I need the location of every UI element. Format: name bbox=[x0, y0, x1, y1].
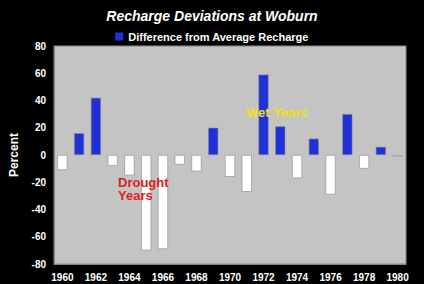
svg-text:40: 40 bbox=[35, 95, 47, 106]
svg-text:1980: 1980 bbox=[386, 272, 409, 283]
svg-text:1964: 1964 bbox=[118, 272, 141, 283]
svg-text:1968: 1968 bbox=[185, 272, 208, 283]
svg-text:80: 80 bbox=[35, 41, 47, 52]
svg-text:Percent: Percent bbox=[7, 133, 21, 177]
svg-text:1978: 1978 bbox=[353, 272, 376, 283]
svg-text:1972: 1972 bbox=[252, 272, 275, 283]
svg-text:-80: -80 bbox=[32, 259, 47, 270]
svg-text:1970: 1970 bbox=[219, 272, 242, 283]
svg-text:1974: 1974 bbox=[286, 272, 309, 283]
svg-text:-20: -20 bbox=[32, 177, 47, 188]
svg-text:1962: 1962 bbox=[85, 272, 108, 283]
svg-text:20: 20 bbox=[35, 122, 47, 133]
svg-text:-60: -60 bbox=[32, 231, 47, 242]
svg-text:Wet Years: Wet Years bbox=[246, 105, 308, 120]
svg-text:Drought: Drought bbox=[118, 175, 173, 190]
svg-text:-40: -40 bbox=[32, 204, 47, 215]
svg-text:1960: 1960 bbox=[51, 272, 74, 283]
svg-text:0: 0 bbox=[40, 150, 46, 161]
svg-text:Difference from Average Rechar: Difference from Average Recharge bbox=[128, 31, 308, 43]
svg-text:Recharge Deviations at Woburn: Recharge Deviations at Woburn bbox=[106, 8, 317, 24]
svg-text:Years: Years bbox=[118, 188, 153, 203]
svg-text:1976: 1976 bbox=[319, 272, 342, 283]
svg-text:60: 60 bbox=[35, 68, 47, 79]
svg-text:1966: 1966 bbox=[152, 272, 175, 283]
